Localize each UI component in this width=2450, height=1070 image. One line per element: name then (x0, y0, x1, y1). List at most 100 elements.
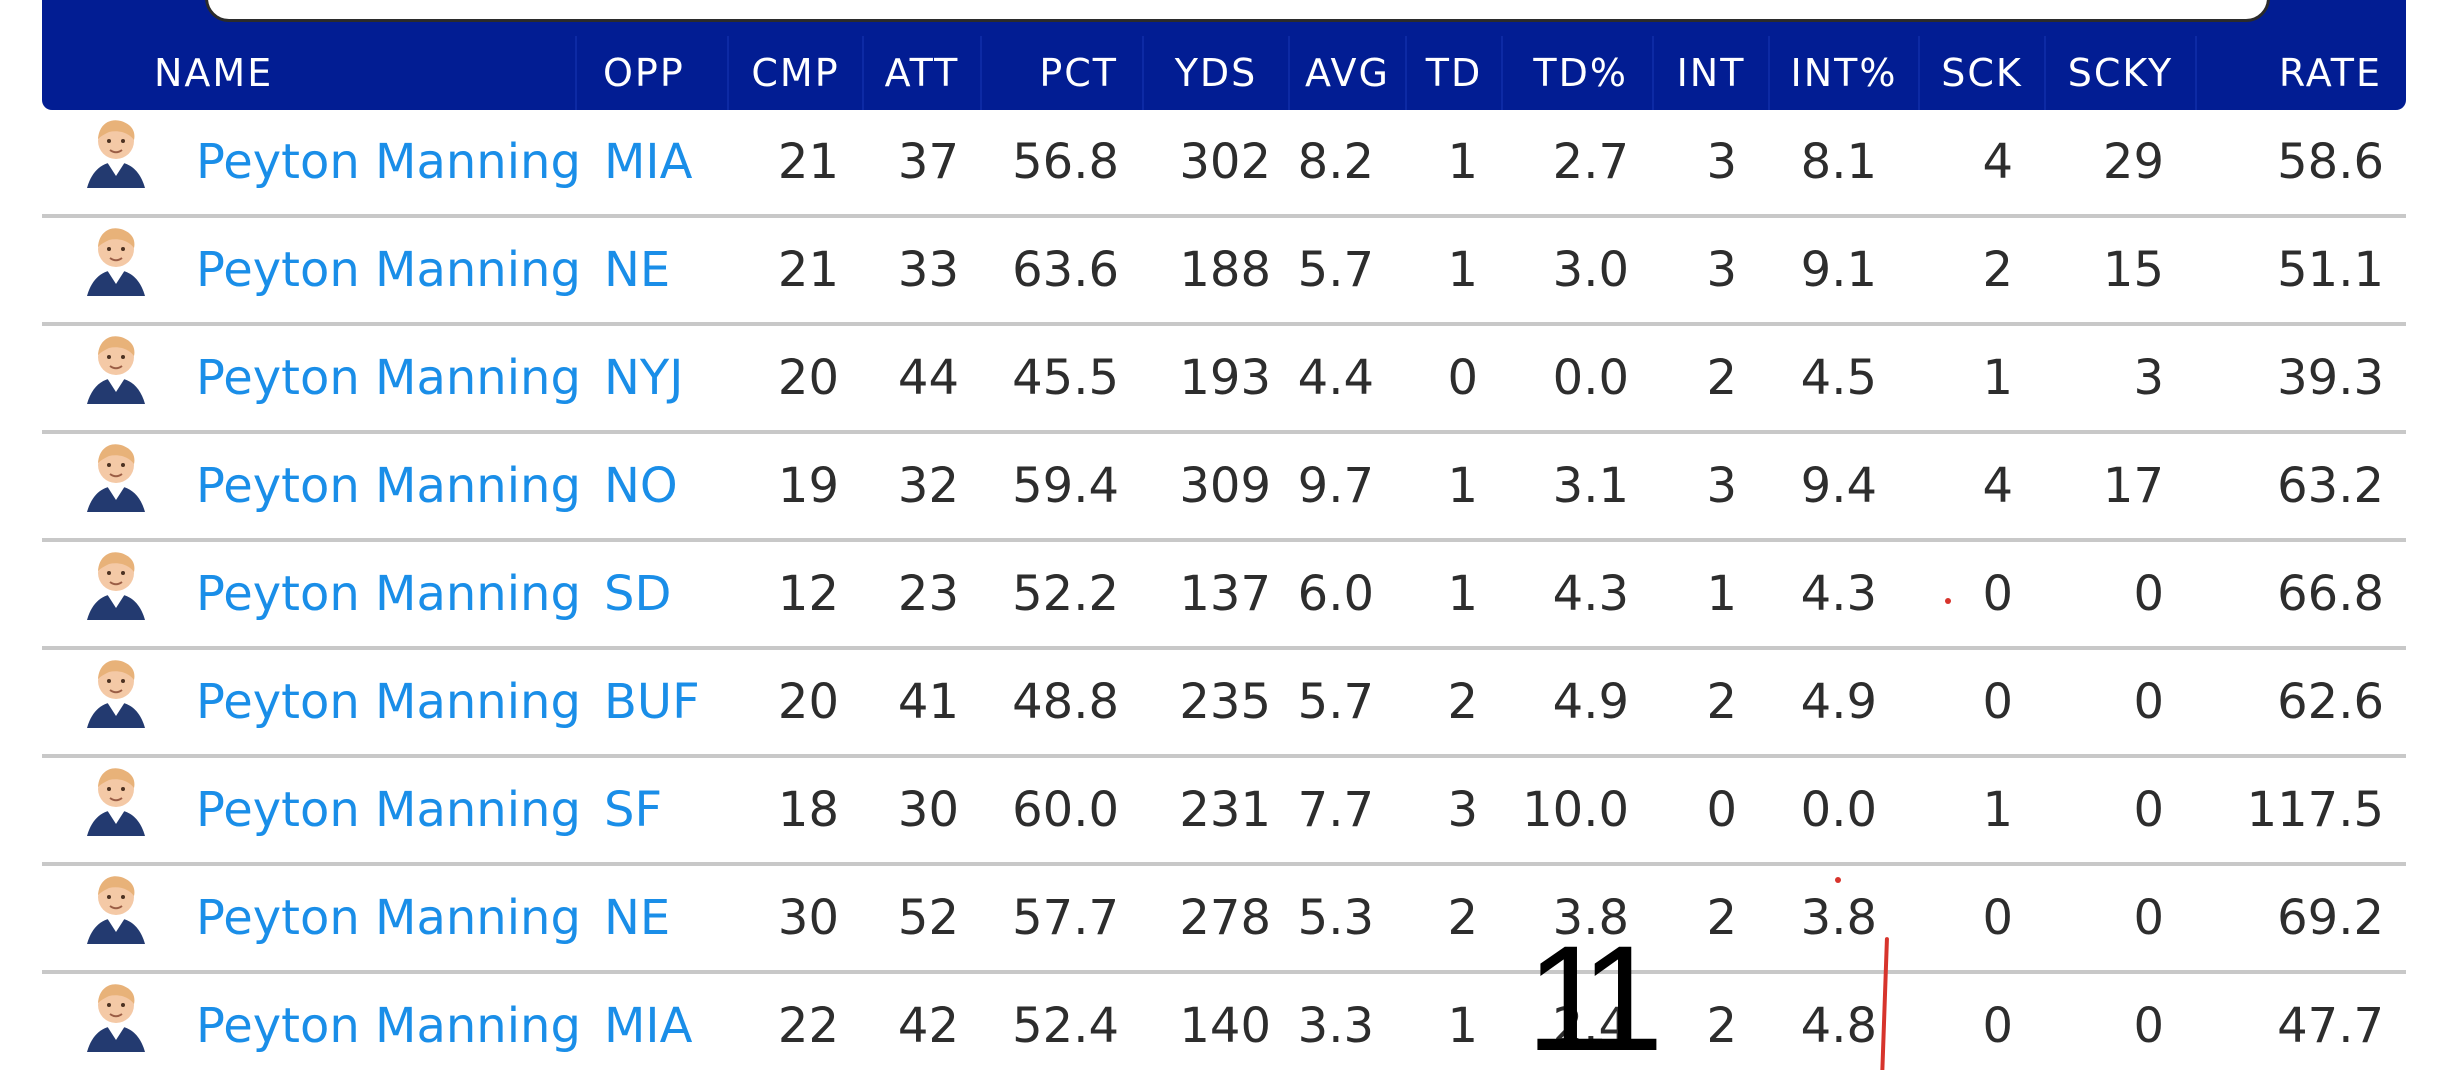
int-pct-cell: 4.5 (1769, 324, 1919, 434)
player-game-log-table: NAME OPP CMP ATT PCT YDS AVG TD TD% INT … (42, 36, 2406, 1070)
column-header-rate[interactable]: RATE (2278, 51, 2382, 95)
player-cell-content: Peyton Manning (42, 110, 581, 214)
table-body: Peyton Manning MIA 21 37 56.8 302 8.2 1 2.7 3 8.1… (42, 110, 2406, 1070)
player-cell: Peyton Manning (42, 756, 581, 866)
table-row: Peyton Manning NYJ 20 44 45.5 193 4.4 0 0.0 2 4.5… (42, 324, 2406, 434)
td-pct-cell: 0.0 (1502, 324, 1653, 434)
column-header-sck[interactable]: SCK (1919, 36, 2046, 110)
rate-cell: 47.7 (2196, 972, 2406, 1070)
player-name-link[interactable]: Peyton Manning (196, 242, 581, 298)
player-avatar-icon (42, 218, 196, 322)
player-cell: Peyton Manning (42, 324, 581, 434)
player-name-link[interactable]: Peyton Manning (196, 782, 581, 838)
td-pct-cell: 3.1 (1502, 432, 1653, 542)
rate-cell: 39.3 (2196, 324, 2406, 434)
cmp-cell: 18 (728, 756, 863, 866)
opponent-link[interactable]: NYJ (576, 324, 728, 434)
sck-cell: 1 (1919, 324, 2045, 434)
pct-cell: 45.5 (981, 324, 1143, 434)
opponent-link[interactable]: NO (576, 432, 728, 542)
td-cell: 2 (1406, 864, 1502, 974)
player-name-link[interactable]: Peyton Manning (196, 134, 581, 190)
player-cell-content: Peyton Manning (42, 650, 581, 754)
search-field-edge[interactable] (205, 0, 2270, 22)
sck-cell: 0 (1919, 648, 2045, 758)
table-row: Peyton Manning SF 18 30 60.0 231 7.7 3 10.0 0 0.0… (42, 756, 2406, 866)
player-cell-content: Peyton Manning (42, 974, 581, 1070)
int-pct-cell: 9.1 (1769, 216, 1919, 326)
opponent-link[interactable]: SD (576, 540, 728, 650)
opponent-link[interactable]: SF (576, 756, 728, 866)
td-cell: 1 (1406, 540, 1502, 650)
column-header-yds[interactable]: YDS (1143, 36, 1290, 110)
opponent-link[interactable]: MIA (576, 972, 728, 1070)
column-header-opp[interactable]: OPP (576, 36, 729, 110)
player-name-link[interactable]: Peyton Manning (196, 998, 581, 1054)
td-cell: 2 (1406, 648, 1502, 758)
att-cell: 44 (863, 324, 981, 434)
int-cell: 2 (1653, 972, 1769, 1070)
pct-cell: 60.0 (981, 756, 1143, 866)
column-header-td[interactable]: TD (1406, 36, 1503, 110)
att-cell: 42 (863, 972, 981, 1070)
sck-cell: 4 (1919, 110, 2045, 218)
player-cell: Peyton Manning (42, 216, 581, 326)
pct-cell: 48.8 (981, 648, 1143, 758)
column-header-name[interactable]: NAME (42, 36, 577, 110)
avg-cell: 8.2 (1289, 110, 1406, 218)
att-cell: 30 (863, 756, 981, 866)
scky-cell: 0 (2045, 972, 2196, 1070)
pct-cell: 52.4 (981, 972, 1143, 1070)
att-cell: 37 (863, 110, 981, 218)
rate-cell: 58.6 (2196, 110, 2406, 218)
opponent-link[interactable]: NE (576, 216, 728, 326)
column-header-int[interactable]: INT (1653, 36, 1770, 110)
column-header-avg[interactable]: AVG (1289, 36, 1407, 110)
player-name-link[interactable]: Peyton Manning (196, 350, 581, 406)
table-row: Peyton Manning NO 19 32 59.4 309 9.7 1 3.1 3 9.4 4… (42, 432, 2406, 542)
column-header-att[interactable]: ATT (863, 36, 982, 110)
player-avatar-icon (42, 650, 196, 754)
player-name-link[interactable]: Peyton Manning (196, 674, 581, 730)
cmp-cell: 21 (728, 216, 863, 326)
rate-cell: 62.6 (2196, 648, 2406, 758)
player-name-link[interactable]: Peyton Manning (196, 890, 581, 946)
td-pct-cell: 4.3 (1502, 540, 1653, 650)
player-cell-content: Peyton Manning (42, 326, 581, 430)
player-cell-content: Peyton Manning (42, 218, 581, 322)
column-header-scky[interactable]: SCKY (2045, 36, 2197, 110)
player-cell: Peyton Manning (42, 540, 581, 650)
avg-cell: 9.7 (1289, 432, 1406, 542)
td-cell: 1 (1406, 110, 1502, 218)
cmp-cell: 30 (728, 864, 863, 974)
player-name-link[interactable]: Peyton Manning (196, 458, 581, 514)
player-cell: Peyton Manning (42, 864, 581, 974)
opponent-link[interactable]: MIA (576, 110, 728, 218)
int-pct-cell: 3.8 (1769, 864, 1919, 974)
avg-cell: 5.3 (1289, 864, 1406, 974)
table-row: Peyton Manning NE 30 52 57.7 278 5.3 2 3.8 2 3.8 0… (42, 864, 2406, 974)
column-header-int-pct[interactable]: INT% (1769, 36, 1920, 110)
player-name-link[interactable]: Peyton Manning (196, 566, 581, 622)
player-cell: Peyton Manning (42, 648, 581, 758)
rate-cell: 51.1 (2196, 216, 2406, 326)
player-cell-content: Peyton Manning (42, 758, 581, 862)
column-header-td-pct[interactable]: TD% (1502, 36, 1654, 110)
scky-cell: 29 (2045, 110, 2196, 218)
int-cell: 0 (1653, 756, 1769, 866)
player-cell-content: Peyton Manning (42, 866, 581, 970)
column-header-cmp[interactable]: CMP (728, 36, 864, 110)
table-row: Peyton Manning BUF 20 41 48.8 235 5.7 2 4.9 2 4.9… (42, 648, 2406, 758)
player-avatar-icon (42, 326, 196, 430)
table-row: Peyton Manning NE 21 33 63.6 188 5.7 1 3.0 3 9.1 2… (42, 216, 2406, 326)
column-header-pct[interactable]: PCT (981, 36, 1144, 110)
yds-cell: 309 (1143, 432, 1289, 542)
opponent-link[interactable]: BUF (576, 648, 728, 758)
opponent-link[interactable]: NE (576, 864, 728, 974)
int-cell: 2 (1653, 324, 1769, 434)
avg-cell: 6.0 (1289, 540, 1406, 650)
scky-cell: 0 (2045, 756, 2196, 866)
table-row: Peyton Manning SD 12 23 52.2 137 6.0 1 4.3 1 4.3 0… (42, 540, 2406, 650)
td-pct-cell: 4.9 (1502, 648, 1653, 758)
